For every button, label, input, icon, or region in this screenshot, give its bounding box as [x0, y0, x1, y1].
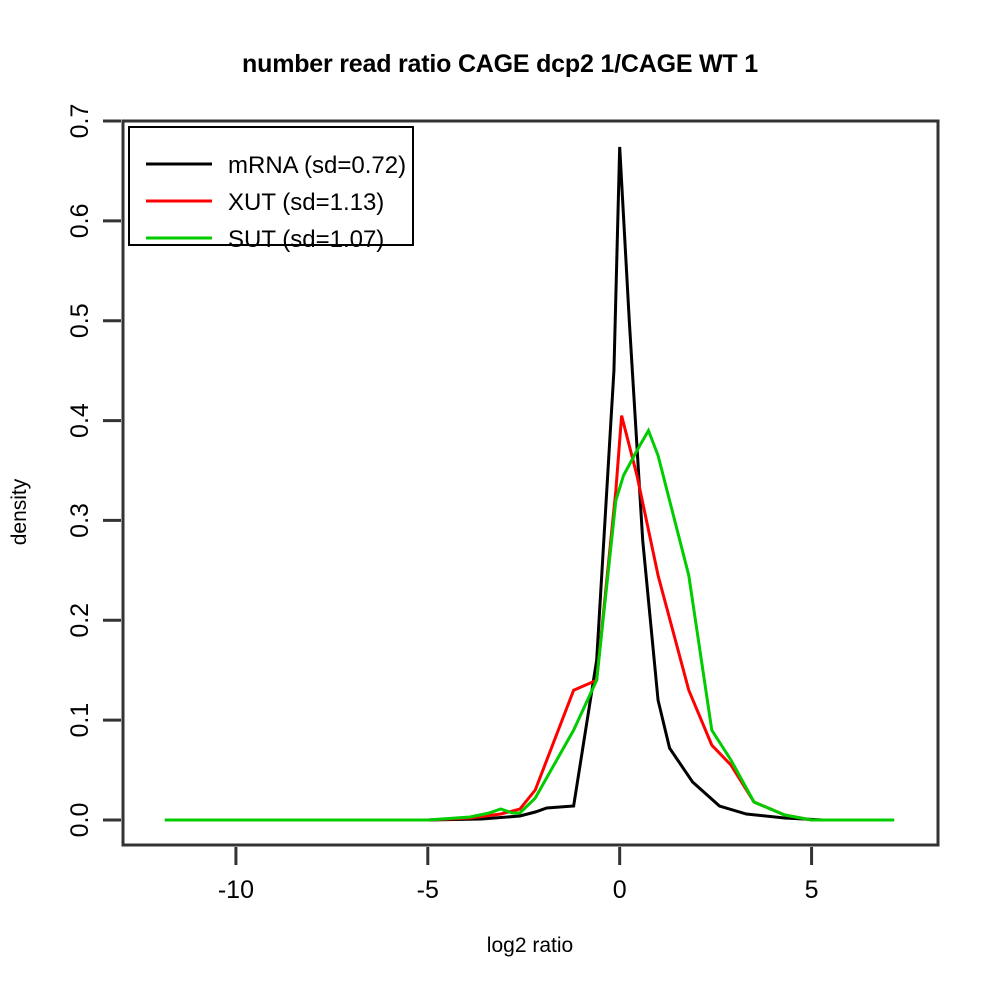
x-tick-label: 0: [613, 876, 627, 904]
y-tick-label: 0.2: [66, 603, 94, 638]
y-tick-label: 0.5: [66, 303, 94, 338]
legend-label: mRNA (sd=0.72): [228, 152, 406, 179]
page-title: number read ratio CAGE dcp2 1/CAGE WT 1: [242, 50, 758, 78]
y-tick-label: 0.0: [66, 803, 94, 838]
y-tick-label: 0.7: [66, 104, 94, 139]
series-line-sut: [164, 427, 895, 822]
legend-label: SUT (sd=1.07): [228, 226, 384, 253]
series-line-xut: [164, 415, 895, 822]
legend: mRNA (sd=0.72) XUT (sd=1.13) SUT (sd=1.07): [128, 126, 414, 253]
y-tick-label: 0.3: [66, 503, 94, 538]
x-axis: -10 -5 0 5: [218, 847, 819, 904]
plot-frame: [121, 119, 940, 847]
x-tick-label: 5: [805, 876, 819, 904]
legend-entries: mRNA (sd=0.72) XUT (sd=1.13) SUT (sd=1.07): [146, 152, 406, 253]
data-series-group: [164, 146, 895, 822]
x-tick-label: -5: [417, 876, 439, 904]
x-axis-title: log2 ratio: [487, 934, 573, 957]
x-tick-label: -10: [218, 876, 254, 904]
y-tick-label: 0.1: [66, 703, 94, 738]
legend-label: XUT (sd=1.13): [228, 189, 384, 216]
y-axis-title: density: [8, 478, 31, 545]
y-axis: 0.0 0.1 0.2 0.3 0.4 0.5 0.6 0.7: [66, 104, 121, 838]
y-tick-label: 0.6: [66, 203, 94, 238]
series-line-mrna: [164, 146, 895, 822]
y-tick-label: 0.4: [66, 403, 94, 438]
legend-box: [128, 126, 414, 246]
